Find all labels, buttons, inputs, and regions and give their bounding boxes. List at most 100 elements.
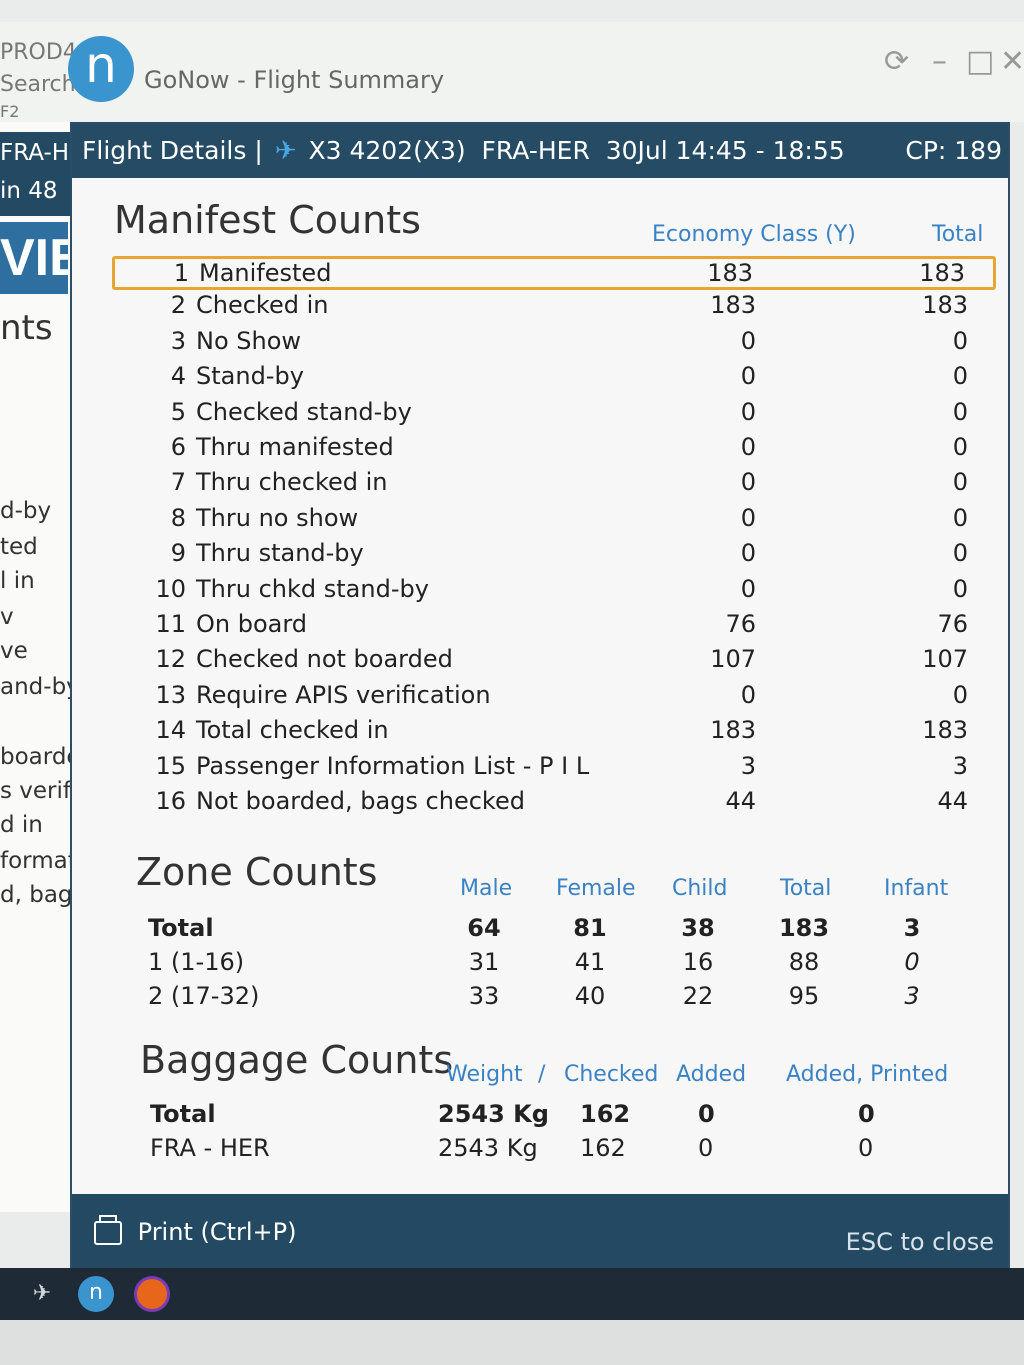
dialog-footer: Print (Ctrl+P) ESC to close: [72, 1194, 1008, 1280]
flight-details-label: Flight Details |: [82, 136, 263, 165]
manifest-row[interactable]: 8 Thru no show 0 0: [112, 504, 996, 538]
manifest-row[interactable]: 9 Thru stand-by 0 0: [112, 539, 996, 573]
maximize-button[interactable]: □: [966, 44, 995, 79]
close-button[interactable]: ✕: [1000, 44, 1024, 79]
manifest-row[interactable]: 7 Thru checked in 0 0: [112, 468, 996, 502]
manifest-row[interactable]: 10 Thru chkd stand-by 0 0: [112, 575, 996, 609]
background-label: format: [0, 848, 77, 874]
baggage-row[interactable]: FRA - HER 2543 Kg 162 0 0: [72, 1134, 972, 1168]
row-label: Thru stand-by: [196, 539, 364, 568]
background-time-label: in 48: [0, 178, 58, 204]
print-button[interactable]: Print (Ctrl+P): [94, 1215, 297, 1246]
baggage-row[interactable]: Total 2543 Kg 162 0 0: [72, 1100, 972, 1134]
added-header: Added: [676, 1062, 747, 1087]
child-value: 16: [682, 948, 714, 976]
total-value: 183: [922, 291, 968, 320]
gonow-app-icon[interactable]: n: [78, 1276, 114, 1312]
zone-label: Total: [148, 914, 214, 942]
header-separator: /: [538, 1062, 546, 1087]
zone-total-header: Total: [780, 876, 832, 901]
checked-value: 162: [580, 1100, 631, 1128]
manifest-row[interactable]: 14 Total checked in 183 183: [112, 716, 996, 750]
zone-row[interactable]: 1 (1-16) 31 41 16 88 0: [72, 948, 972, 982]
infant-value: 3: [904, 982, 920, 1010]
economy-value: 0: [740, 680, 756, 709]
taskbar: ✈ n: [0, 1268, 1024, 1320]
minimize-button[interactable]: –: [932, 44, 947, 79]
total-value: 0: [952, 468, 968, 497]
total-value: 88: [788, 948, 820, 976]
row-number: 9: [170, 539, 186, 568]
added-printed-value: 0: [858, 1134, 874, 1162]
firefox-icon[interactable]: [134, 1276, 170, 1312]
male-value: 31: [468, 948, 500, 976]
economy-value: 44: [725, 787, 756, 815]
desk-surface: [0, 1320, 1024, 1365]
manifest-row[interactable]: 1 Manifested 183 183: [112, 256, 996, 290]
female-header: Female: [556, 876, 636, 901]
row-label: Checked in: [196, 291, 329, 320]
row-number: 5: [170, 397, 186, 426]
row-number: 1: [173, 259, 189, 287]
economy-value: 183: [710, 291, 756, 320]
child-value: 38: [681, 914, 715, 942]
female-value: 81: [573, 914, 607, 942]
total-value: 95: [788, 982, 820, 1010]
female-value: 40: [574, 982, 606, 1010]
manifest-row[interactable]: 5 Checked stand-by 0 0: [112, 398, 996, 432]
weight-value: 2543 Kg: [438, 1100, 549, 1128]
child-value: 22: [682, 982, 714, 1010]
zone-row[interactable]: 2 (17-32) 33 40 22 95 3: [72, 982, 972, 1016]
search-label[interactable]: Search: [0, 72, 76, 97]
manifest-row[interactable]: 6 Thru manifested 0 0: [112, 433, 996, 467]
row-number: 14: [155, 716, 186, 745]
background-label: v: [0, 604, 14, 630]
manifest-row[interactable]: 4 Stand-by 0 0: [112, 362, 996, 396]
economy-value: 0: [740, 433, 756, 461]
background-app-header: FRA-H in 48: [0, 132, 78, 216]
row-number: 10: [155, 574, 186, 603]
window-title: GoNow - Flight Summary: [144, 66, 445, 94]
economy-value: 0: [740, 503, 756, 532]
manifest-row[interactable]: 2 Checked in 183 183: [112, 291, 996, 325]
total-value: 0: [952, 362, 968, 391]
esc-to-close-hint[interactable]: ESC to close: [845, 1228, 994, 1256]
child-header: Child: [672, 876, 728, 901]
background-label: l in: [0, 568, 35, 594]
added-printed-header: Added, Printed: [786, 1062, 949, 1087]
female-value: 41: [574, 948, 606, 976]
economy-value: 0: [740, 539, 756, 568]
row-label: Stand-by: [196, 362, 304, 391]
background-logo: VIE: [0, 222, 68, 294]
plane-icon: ✈: [274, 136, 297, 166]
flight-route: FRA-HER: [481, 136, 590, 165]
zone-row[interactable]: Total 64 81 38 183 3: [72, 914, 972, 948]
economy-class-header: Economy Class (Y): [652, 222, 856, 247]
plane-icon[interactable]: ✈: [32, 1280, 52, 1305]
total-value: 0: [952, 433, 968, 461]
window-titlebar: PROD4 Search F2 n GoNow - Flight Summary…: [0, 22, 1024, 122]
baggage-label: FRA - HER: [150, 1134, 270, 1162]
manifest-row[interactable]: 12 Checked not boarded 107 107: [112, 645, 996, 679]
manifest-row[interactable]: 3 No Show 0 0: [112, 327, 996, 361]
manifest-row[interactable]: 13 Require APIS verification 0 0: [112, 681, 996, 715]
row-number: 15: [155, 751, 186, 780]
zone-label: 2 (17-32): [148, 982, 260, 1010]
print-button-label: Print (Ctrl+P): [137, 1218, 297, 1246]
manifest-row[interactable]: 16 Not boarded, bags checked 44 44: [112, 787, 996, 821]
row-label: Thru chkd stand-by: [196, 574, 429, 603]
row-number: 6: [170, 433, 186, 461]
total-value: 0: [952, 326, 968, 355]
flight-number: X3 4202(X3): [308, 136, 466, 165]
row-number: 7: [170, 468, 186, 497]
env-label: PROD4: [0, 40, 77, 65]
background-label: d in: [0, 812, 43, 838]
row-number: 3: [170, 326, 186, 355]
manifest-row[interactable]: 11 On board 76 76: [112, 610, 996, 644]
refresh-icon[interactable]: ⟳: [884, 44, 910, 79]
male-header: Male: [460, 876, 513, 901]
row-label: Passenger Information List - P I L: [196, 751, 590, 780]
manifest-row[interactable]: 15 Passenger Information List - P I L 3 …: [112, 752, 996, 786]
total-value: 0: [952, 680, 968, 709]
infant-header: Infant: [884, 876, 949, 901]
